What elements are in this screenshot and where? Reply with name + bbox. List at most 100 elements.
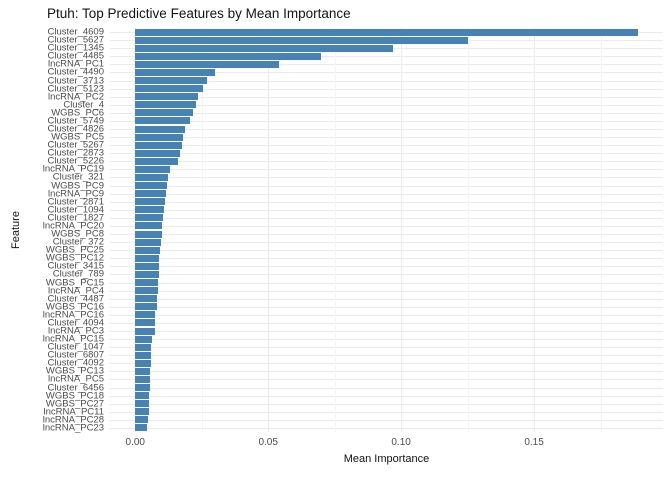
bar	[135, 343, 152, 351]
bar	[135, 198, 165, 206]
gridline-horizontal	[110, 427, 663, 429]
bar	[135, 60, 279, 68]
y-tick-label: Cluster_4094	[47, 317, 104, 329]
y-tick-label: lncRNA_PC3	[48, 325, 104, 337]
bar	[135, 165, 170, 173]
y-tick-label: lncRNA_PC15	[42, 333, 104, 345]
y-tick-label: WGBS_PC25	[45, 244, 104, 256]
gridline-horizontal	[110, 379, 663, 381]
bar	[135, 52, 322, 60]
y-tick-label: lncRNA_PC4	[48, 284, 104, 296]
bar	[135, 238, 162, 246]
y-tick-label: Cluster_5123	[47, 82, 104, 94]
gridline-horizontal	[110, 112, 663, 114]
gridline-horizontal	[110, 411, 663, 413]
gridline-horizontal	[110, 201, 663, 203]
y-tick-label: lncRNA_PC20	[42, 220, 104, 232]
gridline-horizontal	[110, 250, 663, 252]
bar	[135, 400, 149, 408]
y-tick-label: Cluster_2873	[47, 147, 104, 159]
bar	[135, 375, 150, 383]
bar	[135, 408, 149, 416]
y-tick-label: Cluster_1047	[47, 341, 104, 353]
y-tick-label: WGBS_PC13	[45, 365, 104, 377]
gridline-vertical-major	[135, 28, 137, 432]
y-tick-label: WGBS_PC18	[45, 389, 104, 401]
gridline-horizontal	[110, 403, 663, 405]
bar	[135, 190, 166, 198]
y-tick-label: lncRNA_PC19	[42, 163, 104, 175]
gridline-horizontal	[110, 145, 663, 147]
bar	[135, 36, 468, 44]
bar	[135, 367, 151, 375]
gridline-horizontal	[110, 314, 663, 316]
gridline-horizontal	[110, 161, 663, 163]
y-tick-label: WGBS_PC6	[51, 107, 104, 119]
gridline-horizontal	[110, 322, 663, 324]
bar	[135, 416, 149, 424]
gridline-vertical-minor	[334, 28, 336, 432]
y-tick-label: Cluster_4487	[47, 292, 104, 304]
gridline-horizontal	[110, 153, 663, 155]
gridline-horizontal	[110, 96, 663, 98]
bar	[135, 44, 394, 52]
y-tick-label: Cluster_6807	[47, 349, 104, 361]
gridline-horizontal	[110, 80, 663, 82]
gridline-horizontal	[110, 290, 663, 292]
bar	[135, 173, 169, 181]
gridline-vertical-minor	[467, 28, 469, 432]
bar	[135, 270, 159, 278]
y-tick-label: WGBS_PC16	[45, 301, 104, 312]
bar	[135, 77, 208, 85]
gridline-horizontal	[110, 104, 663, 106]
gridline-horizontal	[110, 72, 663, 74]
plot-panel	[110, 28, 663, 432]
bar	[135, 246, 161, 254]
bar	[135, 206, 164, 214]
x-axis-tick-labels: 0.00 0.05 0.10 0.15	[0, 437, 672, 451]
y-tick-label: Cluster_4490	[47, 66, 104, 78]
y-tick-label: Cluster_1827	[47, 212, 104, 224]
bar	[135, 279, 159, 287]
gridline-horizontal	[110, 64, 663, 66]
y-tick-label: lncRNA_PC28	[42, 414, 104, 426]
gridline-horizontal	[110, 177, 663, 179]
x-tick-label: 0.15	[524, 437, 544, 448]
gridline-horizontal	[110, 242, 663, 244]
y-tick-label: lncRNA_PC5	[48, 373, 104, 385]
bar	[135, 335, 152, 343]
bar	[135, 424, 148, 432]
bar	[135, 287, 158, 295]
gridline-horizontal	[110, 371, 663, 373]
gridline-vertical-minor	[201, 28, 203, 432]
chart-title: Ptuh: Top Predictive Features by Mean Im…	[47, 6, 351, 21]
gridline-horizontal	[110, 56, 663, 58]
bar	[135, 359, 151, 367]
gridline-horizontal	[110, 274, 663, 276]
y-tick-label: WGBS_PC12	[45, 252, 104, 264]
y-tick-label: lncRNA_PC2	[48, 90, 104, 102]
y-tick-label: Cluster_4609	[47, 26, 104, 38]
y-tick-label: Cluster_321	[52, 171, 104, 183]
bar	[135, 262, 159, 270]
y-tick-label: lncRNA_PC16	[42, 309, 104, 321]
gridline-horizontal	[110, 266, 663, 268]
bar	[135, 311, 156, 319]
x-axis-title: Mean Importance	[343, 453, 430, 465]
bar	[135, 254, 160, 262]
gridline-horizontal	[110, 355, 663, 357]
bar	[135, 182, 168, 190]
bar	[135, 295, 158, 303]
y-tick-label: Cluster_1094	[47, 204, 104, 216]
bar	[135, 303, 157, 311]
y-tick-label: Cluster_4092	[47, 357, 104, 369]
y-tick-label: WGBS_PC5	[51, 131, 104, 143]
gridline-horizontal	[110, 129, 663, 130]
bar	[135, 222, 163, 230]
bar	[135, 214, 164, 222]
x-tick-label: 0.10	[391, 437, 411, 448]
bar	[135, 384, 150, 392]
y-tick-label: Cluster_1345	[47, 42, 104, 54]
y-tick-label: lncRNA_PC9	[48, 187, 104, 199]
